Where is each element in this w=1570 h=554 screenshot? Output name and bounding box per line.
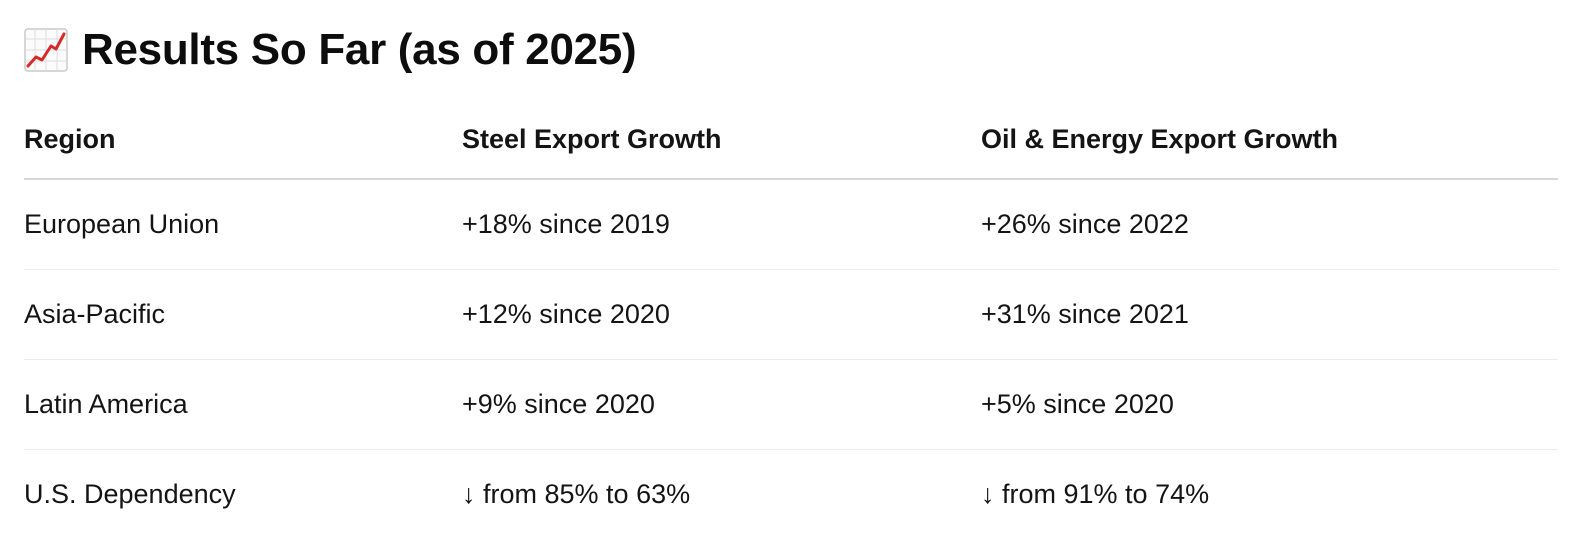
results-table: Region Steel Export Growth Oil & Energy …: [24, 100, 1558, 539]
steel-growth-cell: +12% since 2020: [462, 269, 981, 360]
table-row: U.S. Dependency ↓ from 85% to 63% ↓ from…: [24, 450, 1558, 540]
chart-increasing-icon: [24, 28, 68, 72]
column-header-oil-energy-export-growth: Oil & Energy Export Growth: [981, 100, 1558, 180]
oil-energy-growth-cell: +26% since 2022: [981, 179, 1558, 270]
column-header-steel-export-growth: Steel Export Growth: [462, 100, 981, 180]
page-content: Results So Far (as of 2025) Region Steel…: [24, 0, 1558, 539]
oil-energy-growth-cell: +31% since 2021: [981, 269, 1558, 360]
steel-growth-cell: +18% since 2019: [462, 179, 981, 270]
table-row: Asia-Pacific +12% since 2020 +31% since …: [24, 269, 1558, 360]
region-cell: Latin America: [24, 359, 462, 450]
region-cell: European Union: [24, 179, 462, 270]
region-cell: Asia-Pacific: [24, 269, 462, 360]
oil-energy-growth-cell: ↓ from 91% to 74%: [981, 479, 1210, 509]
region-cell: U.S. Dependency: [24, 479, 236, 509]
section-title: Results So Far (as of 2025): [82, 25, 637, 74]
steel-growth-cell: ↓ from 85% to 63%: [462, 479, 691, 509]
table-row: European Union +18% since 2019 +26% sinc…: [24, 179, 1558, 270]
table-row: Latin America +9% since 2020 +5% since 2…: [24, 359, 1558, 450]
oil-energy-growth-cell: +5% since 2020: [981, 359, 1558, 450]
table-header-row: Region Steel Export Growth Oil & Energy …: [24, 100, 1558, 180]
steel-growth-cell: +9% since 2020: [462, 359, 981, 450]
column-header-region: Region: [24, 100, 462, 180]
section-heading: Results So Far (as of 2025): [24, 0, 1558, 100]
